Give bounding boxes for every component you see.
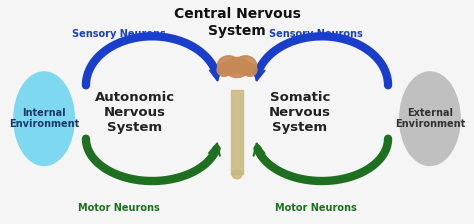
Ellipse shape bbox=[232, 170, 242, 179]
Ellipse shape bbox=[217, 63, 231, 76]
Bar bbox=[231, 90, 243, 174]
Ellipse shape bbox=[234, 56, 256, 75]
Text: Internal
Environment: Internal Environment bbox=[9, 108, 79, 129]
Text: Autonomic
Nervous
System: Autonomic Nervous System bbox=[95, 90, 175, 134]
Ellipse shape bbox=[224, 58, 250, 78]
Ellipse shape bbox=[218, 56, 240, 75]
Ellipse shape bbox=[14, 72, 74, 166]
Text: Sensory Neurons: Sensory Neurons bbox=[269, 28, 363, 39]
Text: Motor Neurons: Motor Neurons bbox=[78, 203, 159, 213]
Ellipse shape bbox=[243, 63, 257, 76]
Text: External
Environment: External Environment bbox=[395, 108, 465, 129]
Text: Somatic
Nervous
System: Somatic Nervous System bbox=[269, 90, 331, 134]
Text: Motor Neurons: Motor Neurons bbox=[275, 203, 357, 213]
Text: Central Nervous
System: Central Nervous System bbox=[173, 7, 301, 38]
Ellipse shape bbox=[400, 72, 460, 166]
Text: Sensory Neurons: Sensory Neurons bbox=[72, 28, 165, 39]
